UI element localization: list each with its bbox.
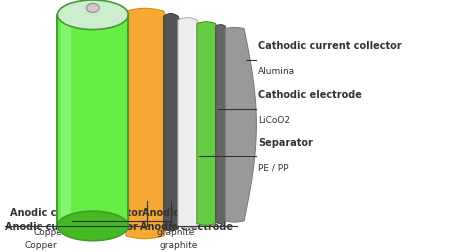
Polygon shape [57,16,128,226]
Ellipse shape [57,211,128,241]
Polygon shape [216,25,241,224]
Text: Cathodic electrode: Cathodic electrode [258,90,362,100]
Polygon shape [197,23,235,225]
Text: Copper: Copper [24,240,57,249]
Text: Separator: Separator [258,137,313,147]
Text: Anodic current collector: Anodic current collector [5,221,138,231]
Text: Anodic electrode: Anodic electrode [143,207,236,217]
Text: LiCoO2: LiCoO2 [258,116,290,125]
Text: Anodic electrode: Anodic electrode [140,221,233,231]
Polygon shape [178,19,219,228]
Text: graphite: graphite [156,227,195,236]
Ellipse shape [57,1,128,30]
Polygon shape [61,24,71,218]
Text: Alumina: Alumina [258,67,295,76]
Text: Cathodic current collector: Cathodic current collector [258,41,402,51]
Text: graphite: graphite [159,240,197,249]
Ellipse shape [86,4,99,13]
Text: PE / PP: PE / PP [258,163,289,172]
Text: Anodic current collector: Anodic current collector [10,207,143,217]
Polygon shape [225,28,256,222]
Polygon shape [164,14,204,231]
Polygon shape [126,9,192,239]
Text: Copper: Copper [34,227,66,236]
